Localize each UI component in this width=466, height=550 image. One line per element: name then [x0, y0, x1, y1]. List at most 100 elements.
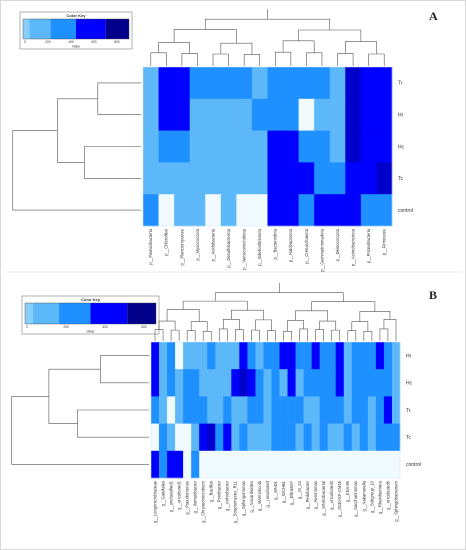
heatmap-cell [360, 67, 377, 100]
column-label: g__Pseudomonas [185, 481, 190, 515]
heatmap-panel-b: B Color Key 0 200 400 600 Value Hr Hc Tr Tc control… [11, 283, 437, 523]
heatmap-cell [199, 423, 208, 452]
heatmap-cell [159, 423, 168, 452]
column-dendrogram-branch [337, 53, 354, 66]
heatmap-cell [383, 423, 393, 452]
heatmap-cell [271, 423, 280, 452]
heatmap-cell [329, 98, 346, 131]
heatmap-cell [239, 342, 248, 370]
heatmap-cell [375, 450, 385, 479]
column-dendrogram-branch [150, 52, 167, 66]
heatmap-cell [383, 369, 393, 397]
heatmap-cell [283, 194, 299, 227]
color-key-tick-label: 0 [24, 40, 26, 44]
heatmap-cell [255, 423, 264, 452]
heatmap-cell [236, 194, 253, 227]
heatmap-cell [205, 130, 222, 163]
heatmap-cell [236, 98, 253, 131]
heatmap-cell [220, 130, 237, 163]
heatmap-cell [189, 194, 206, 227]
heatmap-cell [327, 369, 337, 397]
column-label: g__Saccharimonas [353, 481, 358, 517]
heatmap-cell [329, 194, 346, 227]
heatmap-cell [267, 130, 284, 163]
column-label: g__Aeromonas [313, 481, 318, 509]
column-dendrogram-branch [368, 53, 385, 66]
heatmap-cell [159, 342, 168, 370]
heatmap-cell [207, 423, 216, 452]
heatmap-cell [151, 369, 160, 397]
row-dendrogram-branch [77, 409, 149, 438]
column-dendrogram-branch [173, 29, 237, 44]
heatmap-cells [151, 342, 401, 479]
heatmap-cell [175, 450, 184, 479]
column-dendrogram-branch [243, 54, 261, 66]
heatmap-cell [359, 423, 369, 452]
heatmap-cell [279, 396, 288, 424]
heatmap-cell [295, 396, 304, 424]
color-key-tick-label: 0 [26, 325, 28, 329]
column-label: p__Gemmatimonadota [319, 228, 324, 271]
heatmap-cell [360, 194, 377, 227]
heatmap-cell [223, 396, 232, 424]
column-dendrogram-branch [158, 42, 190, 54]
heatmap-cell [351, 450, 361, 479]
row-label: control [406, 462, 421, 468]
column-dendrogram-branch [331, 329, 341, 341]
column-label: g__Chryseomicrobium [201, 481, 206, 523]
column-label: p__Firmicutes [382, 229, 387, 255]
heatmap-cell [314, 98, 331, 131]
heatmap-cell [231, 342, 240, 370]
row-label: Hc [406, 381, 413, 387]
row-label: Tc [398, 176, 404, 182]
column-label: p__Myxococcota [195, 228, 200, 260]
column-dendrogram-branch [311, 301, 376, 312]
heatmap-cell [239, 423, 248, 452]
column-label: p__Bdellovibrionota [257, 228, 262, 265]
color-key-swatch [59, 303, 91, 324]
color-key-bar-outline [22, 18, 130, 40]
heatmap-cell [303, 342, 312, 370]
heatmap-cell [335, 423, 345, 452]
heatmap-cell [311, 396, 320, 424]
heatmap-cell [247, 450, 256, 479]
column-dendrogram-branch [202, 331, 212, 341]
column-dendrogram-branch [283, 331, 292, 341]
heatmap-cell [183, 423, 192, 452]
heatmap-cell [167, 369, 176, 397]
heatmap-cell [191, 450, 200, 479]
row-label: Tr [398, 81, 403, 87]
column-label: p__Verrucomicrobiota [242, 228, 247, 269]
color-key-swatch [105, 19, 129, 39]
heatmap-cell [263, 396, 272, 424]
heatmap-cell [345, 130, 362, 163]
color-key-title: Color Key [67, 13, 87, 18]
column-dendrogram-branch [282, 40, 315, 53]
color-key-swatch [90, 303, 128, 324]
heatmap-cell [351, 423, 361, 452]
column-dendrogram-branch [306, 52, 323, 66]
color-key-tick-label: 600 [91, 40, 97, 44]
heatmap-cell [207, 450, 216, 479]
heatmap-cell [345, 98, 362, 131]
column-label: g__JG30-KF-CM45 [337, 480, 342, 517]
heatmap-cell [175, 423, 184, 452]
column-label: g__Nakamurella [361, 480, 366, 511]
heatmap-cell [263, 450, 272, 479]
heatmap-cell [283, 162, 299, 195]
heatmap-cell [383, 396, 393, 424]
color-key-swatch [127, 303, 156, 324]
heatmap-cell [311, 450, 320, 479]
heatmap-cell [151, 450, 160, 479]
row-dendrogram-branch [12, 130, 141, 211]
column-dendrogram-branch [235, 329, 244, 341]
heatmap-cell [251, 194, 268, 227]
heatmap-cell [367, 423, 377, 452]
color-key-swatch [25, 303, 33, 324]
row-dendrogram-branch [57, 98, 98, 163]
heatmap-cell [335, 396, 345, 424]
heatmap-cell [175, 342, 184, 370]
column-dendrogram-branch [158, 320, 176, 331]
column-dendrogram-branch [212, 53, 229, 66]
heatmap-cell [359, 342, 369, 370]
